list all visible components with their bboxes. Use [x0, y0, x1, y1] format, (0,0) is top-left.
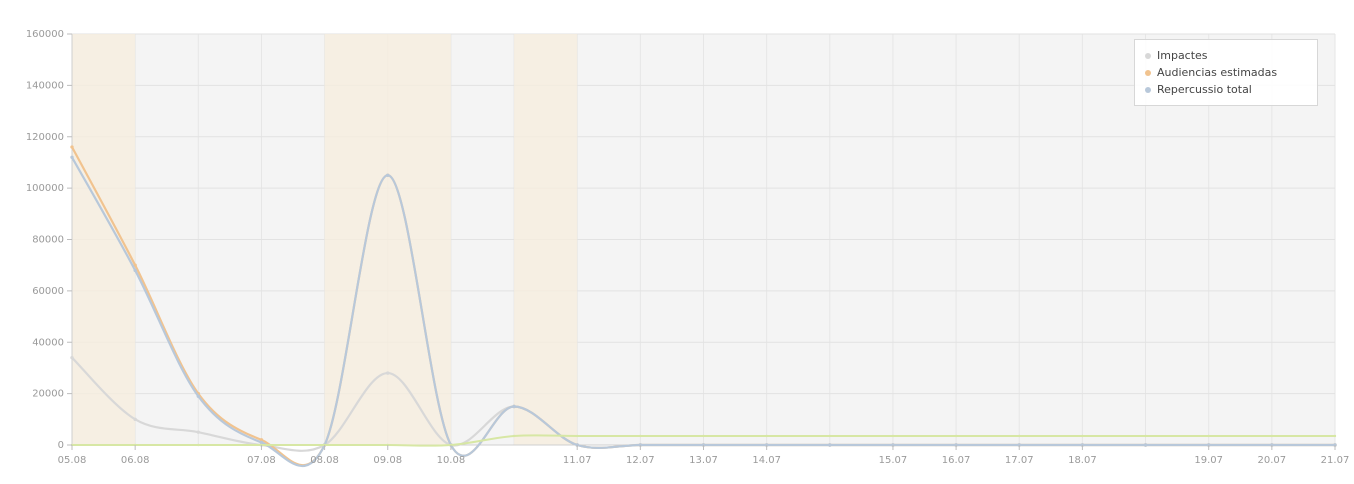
series-point-3 [828, 434, 831, 438]
series-point-3 [891, 434, 895, 438]
series-point-2 [133, 268, 137, 273]
series-point-3 [639, 434, 642, 438]
series-point-3 [1270, 434, 1274, 438]
y-tick-label: 140000 [26, 80, 64, 91]
band-layer [72, 34, 578, 445]
series-point-0 [386, 371, 390, 375]
x-tick-label: 20.07 [1258, 455, 1287, 466]
series-point-2 [386, 173, 390, 177]
x-tick-label: 18.07 [1068, 455, 1097, 466]
series-point-2 [196, 394, 200, 398]
series-point-3 [512, 434, 516, 438]
y-tick-label: 60000 [32, 286, 64, 297]
series-point-1 [133, 263, 137, 267]
series-point-3 [1144, 434, 1147, 438]
legend-marker [1145, 52, 1151, 59]
x-tick-label: 07.08 [247, 455, 276, 466]
legend-item-repercussio: Repercussio total [1145, 81, 1307, 98]
series-point-0 [133, 417, 137, 422]
series-point-1 [70, 145, 74, 149]
y-tick-label: 40000 [32, 337, 64, 348]
series-point-2 [259, 440, 264, 445]
series-point-2 [828, 443, 832, 447]
x-tick-label: 17.07 [1005, 455, 1034, 466]
x-tick-label: 19.07 [1194, 455, 1223, 466]
x-tick-label: 08.08 [310, 455, 339, 466]
x-tick-label: 11.07 [563, 455, 592, 466]
x-tick-label: 13.07 [689, 455, 718, 466]
legend-item-impactes: Impactes [1145, 47, 1307, 64]
x-tick-label: 09.08 [373, 455, 402, 466]
legend-marker [1145, 86, 1151, 93]
x-tick-label: 12.07 [626, 455, 655, 466]
y-tick-label: 20000 [32, 389, 64, 400]
y-tick-label: 0 [58, 440, 64, 451]
series-point-2 [512, 404, 516, 409]
series-point-3 [1333, 434, 1337, 438]
series-point-3 [1081, 434, 1084, 438]
chart-legend: Impactes Audiencias estimadas Repercussi… [1134, 39, 1318, 106]
grid-layer [71, 33, 1336, 446]
series-point-3 [1207, 434, 1210, 438]
legend-marker [1145, 69, 1151, 76]
series-point-3 [197, 443, 200, 447]
series-point-3 [954, 434, 958, 438]
series-point-2 [1143, 443, 1148, 447]
series-point-2 [70, 155, 74, 159]
legend-label: Impactes [1157, 49, 1208, 62]
series-point-0 [70, 355, 74, 360]
background-band [324, 34, 451, 445]
series-point-3 [702, 434, 705, 438]
background-band [72, 34, 136, 445]
x-tick-label: 10.08 [437, 455, 466, 466]
x-tick-label: 14.07 [752, 455, 781, 466]
tick-layer: 0 20000 40000 60000 80000 100000 120000 140000 1… [26, 29, 1350, 466]
y-tick-label: 80000 [32, 235, 64, 246]
series-point-3 [576, 434, 579, 438]
y-tick-label: 160000 [26, 29, 64, 40]
series-point-3 [765, 434, 768, 438]
series-point-1 [259, 438, 264, 442]
series-point-3 [1018, 434, 1021, 438]
legend-item-audiencias: Audiencias estimadas [1145, 64, 1307, 81]
y-tick-label: 100000 [26, 183, 64, 194]
y-tick-label: 120000 [26, 132, 64, 143]
legend-label: Audiencias estimadas [1157, 66, 1278, 79]
x-tick-label: 05.08 [58, 455, 87, 466]
background-band [514, 34, 578, 445]
series-point-0 [196, 430, 200, 434]
x-tick-label: 06.08 [121, 455, 150, 466]
x-tick-label: 21.07 [1321, 455, 1350, 466]
x-tick-label: 15.07 [879, 455, 908, 466]
legend-label: Repercussio total [1157, 83, 1252, 96]
x-tick-label: 16.07 [942, 455, 971, 466]
